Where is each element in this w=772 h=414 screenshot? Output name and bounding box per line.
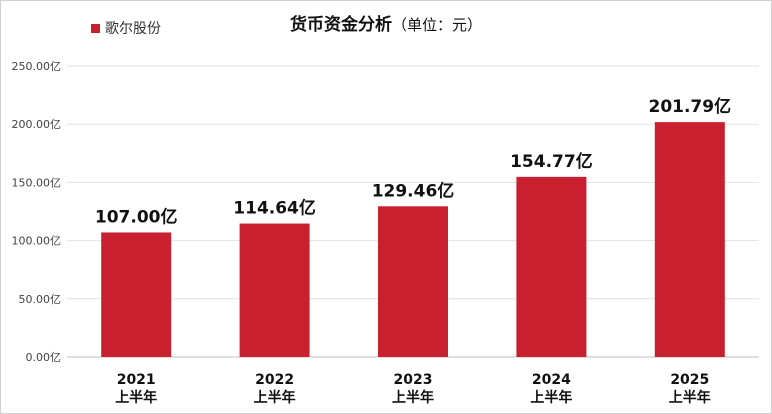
chart-title-main: 货币资金分析 [289, 15, 392, 35]
legend-swatch [91, 23, 100, 33]
x-tick-label-year: 2023 [394, 372, 433, 388]
x-tick-label-period: 上半年 [254, 389, 296, 406]
data-label: 107.00亿 [95, 206, 178, 227]
y-tick-label: 150.00亿 [12, 176, 62, 189]
x-tick-label-year: 2024 [532, 372, 571, 388]
bar [516, 176, 587, 357]
x-tick-label-period: 上半年 [530, 389, 572, 406]
legend: 歌尔股份 [91, 18, 161, 38]
y-tick-label: 200.00亿 [12, 118, 62, 131]
bar [239, 223, 310, 357]
chart-title-unit: （单位：元） [391, 16, 482, 34]
data-label: 114.64亿 [233, 198, 316, 219]
y-tick-label: 50.00亿 [19, 293, 62, 306]
data-label: 154.77亿 [510, 151, 593, 172]
x-tick-label-year: 2022 [255, 372, 294, 388]
x-tick-label-period: 上半年 [392, 389, 434, 406]
x-tick-label-year: 2021 [117, 372, 156, 388]
bar [101, 232, 172, 357]
x-tick-label-year: 2025 [670, 372, 709, 388]
data-label: 201.79亿 [648, 96, 731, 117]
x-tick-label-period: 上半年 [115, 389, 157, 406]
y-tick-label: 0.00亿 [26, 351, 62, 364]
y-tick-label: 250.00亿 [12, 60, 62, 73]
bar [654, 122, 725, 357]
data-label: 129.46亿 [372, 180, 455, 201]
y-tick-label: 100.00亿 [12, 235, 62, 248]
x-tick-label-period: 上半年 [669, 389, 711, 406]
chart-title: 货币资金分析（单位：元） [1, 10, 771, 35]
bar [378, 206, 448, 357]
legend-label: 歌尔股份 [105, 21, 161, 37]
